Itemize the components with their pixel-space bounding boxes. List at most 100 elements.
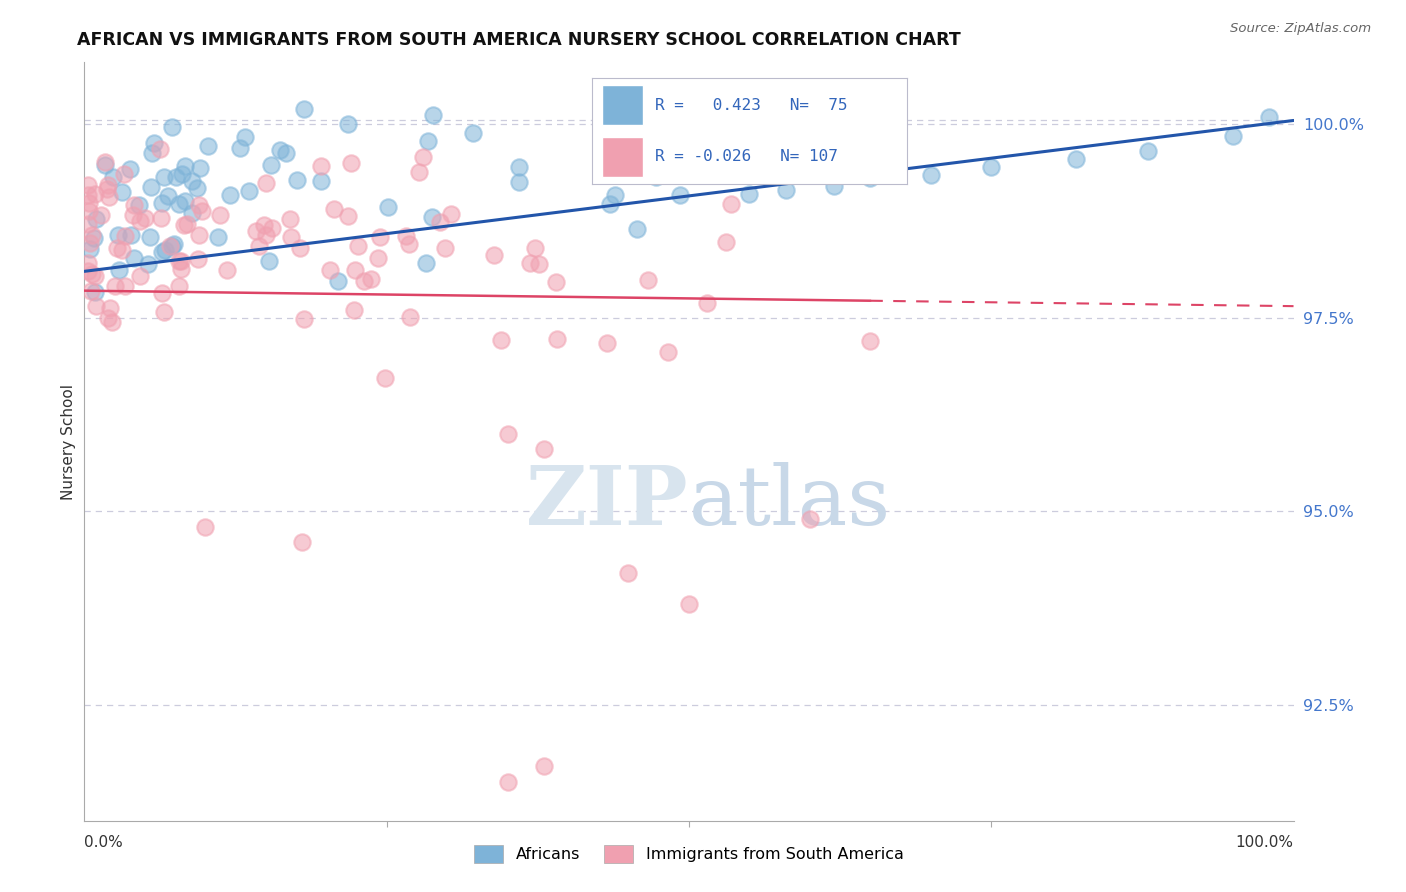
Africans bbox=[980, 160, 1002, 174]
Africans bbox=[128, 198, 150, 212]
Text: Source: ZipAtlas.com: Source: ZipAtlas.com bbox=[1230, 22, 1371, 36]
Africans bbox=[508, 161, 530, 175]
Africans bbox=[141, 145, 163, 160]
Immigrants from South America bbox=[657, 345, 679, 359]
Africans bbox=[920, 168, 942, 182]
Immigrants from South America bbox=[170, 253, 193, 268]
Immigrants from South America bbox=[360, 272, 382, 286]
Africans bbox=[1222, 128, 1244, 143]
Africans bbox=[160, 120, 183, 135]
Africans bbox=[328, 274, 350, 288]
Africans bbox=[309, 174, 332, 188]
Text: 0.0%: 0.0% bbox=[84, 835, 124, 849]
Immigrants from South America bbox=[128, 268, 150, 283]
Africans bbox=[260, 158, 283, 172]
Immigrants from South America bbox=[80, 228, 103, 243]
Africans bbox=[508, 175, 530, 189]
Africans bbox=[738, 186, 761, 201]
Africans bbox=[153, 170, 176, 185]
Africans bbox=[229, 141, 252, 155]
Immigrants from South America bbox=[97, 178, 120, 192]
Immigrants from South America bbox=[194, 519, 217, 533]
Africans bbox=[139, 230, 162, 244]
Immigrants from South America bbox=[96, 182, 118, 196]
Africans bbox=[94, 158, 117, 172]
Y-axis label: Nursery School: Nursery School bbox=[60, 384, 76, 500]
Africans bbox=[775, 183, 797, 197]
Immigrants from South America bbox=[122, 198, 145, 212]
Africans bbox=[416, 134, 439, 148]
Immigrants from South America bbox=[254, 176, 277, 190]
Immigrants from South America bbox=[496, 775, 519, 789]
Africans bbox=[823, 179, 845, 194]
Africans bbox=[669, 187, 692, 202]
Immigrants from South America bbox=[716, 235, 738, 249]
Immigrants from South America bbox=[347, 238, 370, 252]
Immigrants from South America bbox=[524, 240, 547, 254]
Africans bbox=[285, 173, 308, 187]
Immigrants from South America bbox=[173, 218, 195, 232]
Africans bbox=[645, 169, 668, 184]
Africans bbox=[233, 129, 256, 144]
Text: AFRICAN VS IMMIGRANTS FROM SOUTH AMERICA NURSERY SCHOOL CORRELATION CHART: AFRICAN VS IMMIGRANTS FROM SOUTH AMERICA… bbox=[77, 31, 962, 49]
Africans bbox=[122, 252, 145, 266]
Immigrants from South America bbox=[292, 312, 315, 326]
Africans bbox=[174, 194, 197, 208]
Africans bbox=[153, 243, 176, 257]
Immigrants from South America bbox=[129, 214, 152, 228]
Immigrants from South America bbox=[245, 224, 267, 238]
Immigrants from South America bbox=[97, 310, 120, 325]
Immigrants from South America bbox=[544, 275, 567, 289]
Immigrants from South America bbox=[247, 239, 270, 253]
Immigrants from South America bbox=[370, 230, 392, 244]
Immigrants from South America bbox=[291, 535, 314, 549]
Immigrants from South America bbox=[637, 273, 659, 287]
Immigrants from South America bbox=[344, 263, 367, 277]
Immigrants from South America bbox=[83, 269, 105, 284]
Africans bbox=[599, 197, 621, 211]
Africans bbox=[617, 102, 640, 116]
Africans bbox=[461, 126, 484, 140]
Immigrants from South America bbox=[77, 178, 100, 193]
Immigrants from South America bbox=[149, 211, 172, 226]
Africans bbox=[257, 254, 280, 268]
Immigrants from South America bbox=[98, 301, 121, 315]
Immigrants from South America bbox=[86, 299, 108, 313]
Africans bbox=[859, 171, 882, 186]
Africans bbox=[633, 147, 655, 161]
Immigrants from South America bbox=[80, 284, 103, 298]
Immigrants from South America bbox=[337, 209, 360, 223]
Immigrants from South America bbox=[262, 220, 284, 235]
Immigrants from South America bbox=[278, 211, 301, 226]
Immigrants from South America bbox=[188, 228, 211, 243]
Africans bbox=[165, 169, 187, 184]
Immigrants from South America bbox=[343, 302, 366, 317]
Immigrants from South America bbox=[374, 371, 396, 385]
Africans bbox=[118, 161, 141, 176]
Africans bbox=[415, 255, 437, 269]
Africans bbox=[108, 262, 131, 277]
Immigrants from South America bbox=[187, 252, 209, 266]
Africans bbox=[167, 197, 190, 211]
Africans bbox=[605, 187, 627, 202]
Immigrants from South America bbox=[215, 262, 238, 277]
Africans bbox=[1258, 110, 1281, 124]
Immigrants from South America bbox=[254, 228, 277, 243]
Immigrants from South America bbox=[529, 257, 551, 271]
Africans bbox=[120, 228, 142, 243]
Africans bbox=[1064, 152, 1087, 166]
Immigrants from South America bbox=[696, 296, 718, 310]
Immigrants from South America bbox=[104, 279, 127, 293]
Africans bbox=[172, 167, 194, 181]
Immigrants from South America bbox=[77, 204, 100, 219]
Africans bbox=[84, 285, 107, 299]
Africans bbox=[188, 161, 211, 175]
Immigrants from South America bbox=[80, 267, 103, 281]
Africans bbox=[219, 188, 242, 202]
Immigrants from South America bbox=[149, 142, 172, 156]
Immigrants from South America bbox=[496, 426, 519, 441]
Africans bbox=[197, 139, 219, 153]
Immigrants from South America bbox=[253, 218, 276, 232]
Africans bbox=[180, 174, 202, 188]
Immigrants from South America bbox=[90, 208, 112, 222]
